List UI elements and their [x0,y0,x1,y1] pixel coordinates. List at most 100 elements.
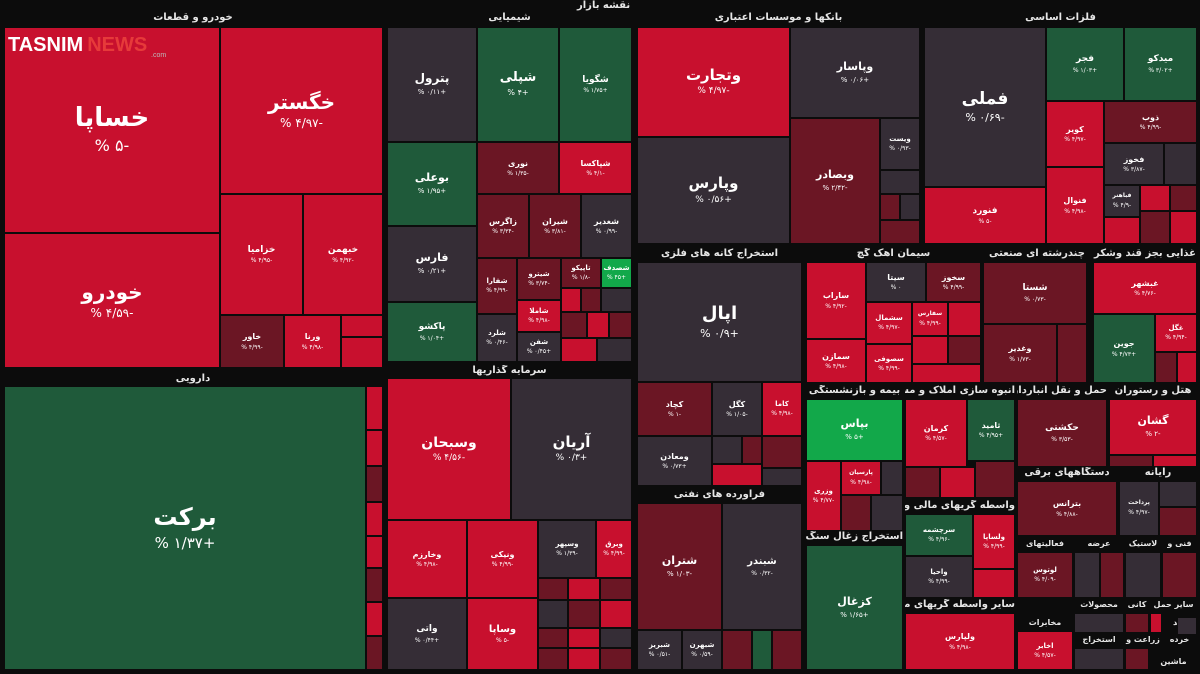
stock-tile[interactable] [366,636,383,670]
stock-tile[interactable] [1100,552,1124,598]
stock-tile[interactable] [1125,613,1149,633]
stock-tile[interactable] [1057,324,1087,383]
stock-tile[interactable]: شلرد% ۰/۴۶- [477,314,517,362]
stock-tile[interactable]: سمازن % ۴/۹۸- [806,339,866,383]
stock-tile[interactable] [1170,211,1197,244]
stock-tile[interactable]: ورنا% ۴/۹۸- [284,315,341,368]
stock-tile[interactable] [712,464,762,486]
stock-tile[interactable] [1074,648,1124,670]
stock-tile[interactable]: وسپهر% ۱/۳۹- [538,520,596,578]
stock-tile[interactable]: فنوال% ۴/۹۸- [1046,167,1104,244]
stock-tile[interactable]: سشمال% ۴/۹۷- [866,302,912,344]
stock-tile[interactable] [1150,613,1162,633]
stock-tile[interactable] [568,600,600,628]
stock-tile[interactable] [538,600,568,628]
stock-tile[interactable]: بترانس% ۴/۸۸- [1017,481,1117,536]
stock-tile[interactable]: ذوب % ۴/۹۹- [1104,101,1197,143]
stock-tile[interactable]: وتجارت % ۴/۹۷- [637,27,790,137]
stock-tile[interactable] [912,336,948,364]
stock-tile[interactable] [841,495,871,531]
stock-tile[interactable] [600,648,632,670]
stock-tile[interactable]: وپارس% ۰/۵۶+ [637,137,790,244]
stock-tile[interactable] [1159,507,1197,536]
stock-tile[interactable]: خگستر% ۴/۹۷- [220,27,383,194]
stock-tile[interactable]: شفارا% ۴/۹۹- [477,258,517,314]
stock-tile[interactable]: وساپا % ۵- [467,598,538,670]
stock-tile[interactable] [1170,185,1197,211]
stock-tile[interactable]: شاملا% ۴/۹۸- [517,300,561,332]
stock-tile[interactable] [1153,455,1197,467]
stock-tile[interactable]: کرمان % ۴/۵۷- [905,399,967,467]
stock-tile[interactable]: شتران % ۱/۰۳- [637,503,722,630]
stock-tile[interactable]: واتی% ۰/۴۴+ [387,598,467,670]
stock-tile[interactable]: پترول % ۰/۱۱+ [387,27,477,142]
stock-tile[interactable] [1074,552,1100,598]
stock-tile[interactable] [1125,648,1149,670]
stock-tile[interactable]: وغدیر% ۱/۷۳- [983,324,1057,383]
stock-tile[interactable] [341,337,383,368]
stock-tile[interactable]: میدکو% ۳/۰۲+ [1124,27,1197,101]
stock-tile[interactable]: غبشهر % ۴/۷۶- [1093,262,1197,314]
stock-tile[interactable]: فخوز % ۳/۸۷- [1104,143,1164,185]
stock-tile[interactable]: شبریز% ۰/۵۱- [637,630,682,670]
stock-tile[interactable]: جوین% ۴/۷۳+ [1093,314,1155,383]
stock-tile[interactable]: بوعلی % ۱/۹۵+ [387,142,477,226]
stock-tile[interactable]: واحیا% ۴/۹۹- [905,556,973,598]
stock-tile[interactable]: گشان % ۲- [1109,399,1197,455]
stock-tile[interactable] [1177,352,1197,383]
stock-tile[interactable] [366,386,383,430]
stock-tile[interactable]: کاما% ۴/۹۸- [762,382,802,436]
stock-tile[interactable]: غگل% ۴/۹۴- [1155,314,1197,352]
stock-tile[interactable]: ولپارس% ۴/۹۸- [905,613,1015,670]
stock-tile[interactable]: خودرو% ۴/۵۹- [4,233,220,368]
stock-tile[interactable] [722,630,752,670]
stock-tile[interactable] [366,568,383,602]
stock-tile[interactable]: ومعادن % ۰/۷۳+ [637,436,712,486]
stock-tile[interactable]: شغدیر % ۰/۹۹- [581,194,632,258]
stock-tile[interactable]: کزغال % ۱/۶۵+ [806,545,903,670]
stock-tile[interactable] [609,312,632,338]
stock-tile[interactable]: خاور% ۴/۹۹- [220,315,284,368]
stock-tile[interactable]: فارس % ۰/۲۱+ [387,226,477,302]
stock-tile[interactable]: شپاکسا % ۴/۱- [559,142,632,194]
stock-tile[interactable]: کچاد % ۱- [637,382,712,436]
stock-tile[interactable] [948,336,981,364]
stock-tile[interactable]: شفن% ۰/۴۵+ [517,332,561,362]
stock-tile[interactable]: ویست% ۰/۹۳- [880,118,920,170]
stock-tile[interactable]: سفارس % ۴/۹۹- [912,302,948,336]
stock-tile[interactable]: شبهرن% ۰/۵۹- [682,630,722,670]
stock-tile[interactable] [973,569,1015,598]
stock-tile[interactable]: پارسیان % ۴/۹۸- [841,461,881,495]
stock-tile[interactable]: شگویا % ۱/۷۵+ [559,27,632,142]
stock-tile[interactable] [940,467,975,498]
stock-tile[interactable]: سیتا % ۰ [866,262,926,302]
stock-tile[interactable]: ساراب% ۴/۹۲- [806,262,866,339]
stock-tile[interactable]: ثامید % ۴/۹۵+ [967,399,1015,461]
stock-tile[interactable]: اپال% ۰/۹+ [637,262,802,382]
stock-tile[interactable] [742,436,762,464]
stock-tile[interactable]: فباهنر % ۴/۹- [1104,185,1140,217]
stock-tile[interactable] [601,288,632,312]
stock-tile[interactable]: کگل % ۱/۰۵- [712,382,762,436]
stock-tile[interactable] [772,630,802,670]
stock-tile[interactable] [905,467,940,498]
stock-tile[interactable]: نوری % ۱/۳۵- [477,142,559,194]
stock-tile[interactable] [912,364,981,383]
stock-tile[interactable]: بپاس % ۵+ [806,399,903,461]
stock-tile[interactable]: شستا% ۰/۷۳- [983,262,1087,324]
stock-tile[interactable] [366,502,383,536]
stock-tile[interactable] [581,288,601,312]
stock-tile[interactable] [1162,552,1197,598]
stock-tile[interactable]: شبندر% ۰/۳۲- [722,503,802,630]
stock-tile[interactable] [1109,455,1153,467]
stock-tile[interactable]: ولساپا% ۴/۹۹- [973,514,1015,569]
stock-tile[interactable] [561,288,581,312]
stock-tile[interactable]: برکت% ۱/۳۷+ [4,386,366,670]
stock-tile[interactable] [880,194,900,220]
stock-tile[interactable]: فنورد % ۵- [924,187,1046,244]
stock-tile[interactable] [568,578,600,600]
stock-tile[interactable] [1125,552,1161,598]
stock-tile[interactable] [341,315,383,337]
stock-tile[interactable] [762,436,802,468]
stock-tile[interactable] [568,648,600,670]
